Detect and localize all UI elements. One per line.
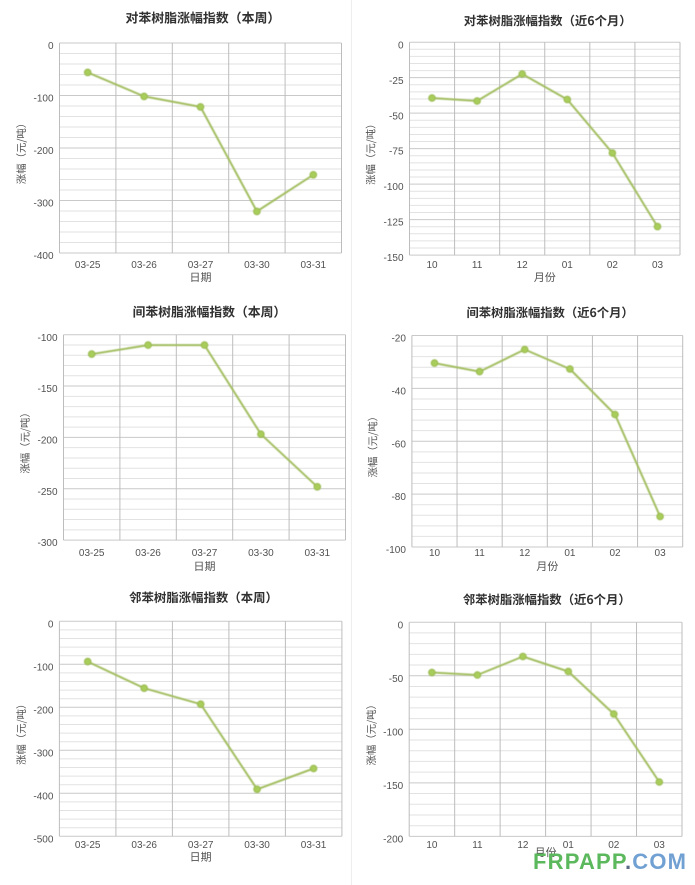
svg-text:-100: -100 xyxy=(383,727,403,738)
svg-text:-40: -40 xyxy=(391,387,406,398)
svg-text:FRPAPP.COM: FRPAPP.COM xyxy=(533,849,687,874)
svg-text:10: 10 xyxy=(429,548,441,559)
svg-text:12: 12 xyxy=(517,840,529,851)
svg-text:03-25: 03-25 xyxy=(75,840,101,851)
svg-text:03: 03 xyxy=(652,260,664,271)
svg-text:-100: -100 xyxy=(33,94,53,105)
svg-text:01: 01 xyxy=(564,548,576,559)
svg-text:-50: -50 xyxy=(389,674,404,685)
svg-text:03-26: 03-26 xyxy=(131,260,157,271)
svg-text:-500: -500 xyxy=(33,834,53,845)
svg-text:02: 02 xyxy=(608,840,620,851)
svg-text:0: 0 xyxy=(398,620,404,631)
svg-text:-125: -125 xyxy=(383,218,403,229)
svg-text:0: 0 xyxy=(48,41,54,52)
svg-text:03-26: 03-26 xyxy=(131,840,157,851)
svg-text:03-31: 03-31 xyxy=(301,260,327,271)
svg-text:-400: -400 xyxy=(33,791,53,802)
svg-text:03-27: 03-27 xyxy=(188,840,214,851)
svg-text:-300: -300 xyxy=(33,199,53,210)
svg-text:03-25: 03-25 xyxy=(79,548,105,559)
svg-text:-300: -300 xyxy=(33,748,53,759)
svg-text:11: 11 xyxy=(472,260,483,271)
svg-text:-200: -200 xyxy=(33,146,53,157)
svg-text:10: 10 xyxy=(426,840,438,851)
svg-text:03-30: 03-30 xyxy=(248,548,274,559)
svg-text:12: 12 xyxy=(517,260,529,271)
svg-text:02: 02 xyxy=(607,260,619,271)
svg-text:-250: -250 xyxy=(37,487,57,498)
svg-text:-200: -200 xyxy=(33,705,53,716)
svg-text:03-26: 03-26 xyxy=(135,548,161,559)
svg-text:03-27: 03-27 xyxy=(192,548,218,559)
svg-text:-100: -100 xyxy=(386,545,406,556)
svg-text:0: 0 xyxy=(398,40,404,51)
svg-text:-60: -60 xyxy=(391,439,406,450)
svg-text:-20: -20 xyxy=(391,334,406,345)
svg-text:02: 02 xyxy=(609,548,621,559)
svg-text:-300: -300 xyxy=(37,538,57,549)
svg-text:03-31: 03-31 xyxy=(305,548,331,559)
svg-text:-150: -150 xyxy=(37,384,57,395)
svg-text:-80: -80 xyxy=(391,492,406,503)
svg-text:03: 03 xyxy=(655,548,667,559)
svg-text:-75: -75 xyxy=(389,147,404,158)
svg-text:03: 03 xyxy=(654,840,666,851)
svg-text:0: 0 xyxy=(48,619,54,630)
svg-text:03-30: 03-30 xyxy=(244,260,270,271)
svg-text:11: 11 xyxy=(474,548,485,559)
svg-text:01: 01 xyxy=(563,840,575,851)
svg-text:-100: -100 xyxy=(383,182,403,193)
svg-text:03-25: 03-25 xyxy=(75,260,101,271)
svg-text:01: 01 xyxy=(562,260,574,271)
svg-text:03-30: 03-30 xyxy=(244,840,270,851)
svg-text:03-31: 03-31 xyxy=(301,840,327,851)
svg-text:03-27: 03-27 xyxy=(188,260,214,271)
svg-text:-400: -400 xyxy=(33,251,53,262)
svg-text:-100: -100 xyxy=(37,333,57,344)
svg-text:-150: -150 xyxy=(383,781,403,792)
svg-text:-25: -25 xyxy=(389,76,404,87)
svg-text:-50: -50 xyxy=(389,111,404,122)
svg-text:10: 10 xyxy=(426,260,438,271)
svg-text:-200: -200 xyxy=(37,436,57,447)
svg-text:-150: -150 xyxy=(383,253,403,264)
svg-text:12: 12 xyxy=(519,548,531,559)
svg-text:-200: -200 xyxy=(383,835,403,846)
svg-text:11: 11 xyxy=(472,840,483,851)
svg-text:-100: -100 xyxy=(33,662,53,673)
